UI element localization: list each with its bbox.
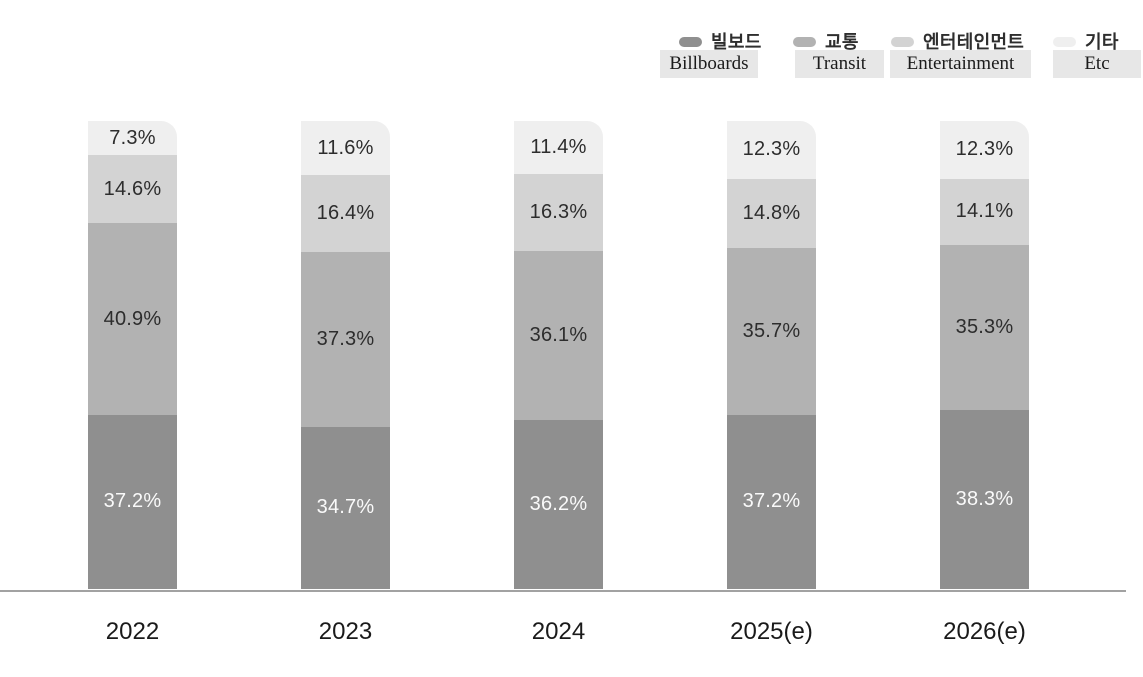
segment-value-label: 14.6% xyxy=(103,177,162,200)
segment-value-label: 35.7% xyxy=(742,319,801,342)
segment-value-label: 37.2% xyxy=(103,490,162,513)
bar-segment: 37.2% xyxy=(88,414,177,589)
segment-value-label: 34.7% xyxy=(316,496,375,519)
bar-segment: 7.3% xyxy=(88,121,177,156)
legend-translation-etc: Etc xyxy=(1053,50,1141,78)
segment-value-label: 37.2% xyxy=(742,490,801,513)
x-axis-label: 2023 xyxy=(318,618,373,645)
bar-segment: 14.1% xyxy=(940,178,1029,245)
legend-translation-transit: Transit xyxy=(795,50,884,78)
bar-segment: 36.1% xyxy=(514,250,603,420)
legend-item-transit: 교통 xyxy=(793,28,859,54)
legend-item-etc: 기타 xyxy=(1053,28,1119,54)
segment-value-label: 14.1% xyxy=(955,200,1014,223)
segment-value-label: 36.1% xyxy=(529,323,588,346)
bar-segment: 14.8% xyxy=(727,178,816,248)
bar-segment: 40.9% xyxy=(88,223,177,415)
segment-value-label: 16.3% xyxy=(529,200,588,223)
bar-segment: 12.3% xyxy=(727,121,816,179)
segment-value-label: 38.3% xyxy=(955,487,1014,510)
legend-swatch-entertainment-icon xyxy=(891,36,914,47)
bar-segment: 16.4% xyxy=(301,175,390,253)
legend-swatch-etc-icon xyxy=(1053,36,1076,47)
legend-swatch-transit-icon xyxy=(793,36,816,47)
bar-segment: 11.4% xyxy=(514,121,603,175)
x-axis-line xyxy=(0,590,1126,592)
legend-translation-entertainment: Entertainment xyxy=(890,50,1031,78)
bar-segment: 14.6% xyxy=(88,155,177,224)
legend-label-transit-ko: 교통 xyxy=(825,32,859,52)
x-axis-label: 2024 xyxy=(531,618,586,645)
bar-segment: 16.3% xyxy=(514,174,603,251)
bar-segment: 37.2% xyxy=(727,414,816,589)
bar-segment: 35.7% xyxy=(727,247,816,415)
segment-value-label: 7.3% xyxy=(109,126,156,149)
segment-value-label: 11.4% xyxy=(530,136,587,159)
bar-segment: 11.6% xyxy=(301,121,390,176)
x-axis-label: 2026(e) xyxy=(943,618,1026,645)
bar-segment: 12.3% xyxy=(940,121,1029,179)
segment-value-label: 36.2% xyxy=(529,492,588,515)
bar-2022: 7.3% 14.6% 40.9% 37.2% xyxy=(88,121,177,589)
legend-label-etc-ko: 기타 xyxy=(1085,32,1119,52)
legend-item-billboards: 빌보드 xyxy=(679,28,762,54)
bar-2024: 11.4% 16.3% 36.1% 36.2% xyxy=(514,121,603,589)
bar-segment: 37.3% xyxy=(301,252,390,427)
segment-value-label: 37.3% xyxy=(316,327,375,350)
bar-2023: 11.6% 16.4% 37.3% 34.7% xyxy=(301,121,390,589)
segment-value-label: 12.3% xyxy=(955,138,1014,161)
legend-item-entertainment: 엔터테인먼트 xyxy=(891,28,1024,54)
segment-value-label: 40.9% xyxy=(103,307,162,330)
segment-value-label: 11.6% xyxy=(317,136,374,159)
x-axis-label: 2025(e) xyxy=(730,618,813,645)
bar-2025(e): 12.3% 14.8% 35.7% 37.2% xyxy=(727,121,816,589)
legend-translation-billboards: Billboards xyxy=(660,50,758,78)
segment-value-label: 16.4% xyxy=(316,202,375,225)
bar-2026(e): 12.3% 14.1% 35.3% 38.3% xyxy=(940,121,1029,589)
segment-value-label: 35.3% xyxy=(955,315,1014,338)
legend-label-billboards-ko: 빌보드 xyxy=(711,32,762,52)
bar-segment: 38.3% xyxy=(940,409,1029,589)
legend-swatch-billboards-icon xyxy=(679,36,702,47)
segment-value-label: 14.8% xyxy=(742,201,801,224)
legend-label-entertainment-ko: 엔터테인먼트 xyxy=(923,32,1025,52)
bar-segment: 36.2% xyxy=(514,419,603,589)
x-axis-label: 2022 xyxy=(105,618,160,645)
bar-segment: 35.3% xyxy=(940,244,1029,410)
bar-segment: 34.7% xyxy=(301,426,390,589)
segment-value-label: 12.3% xyxy=(742,138,801,161)
